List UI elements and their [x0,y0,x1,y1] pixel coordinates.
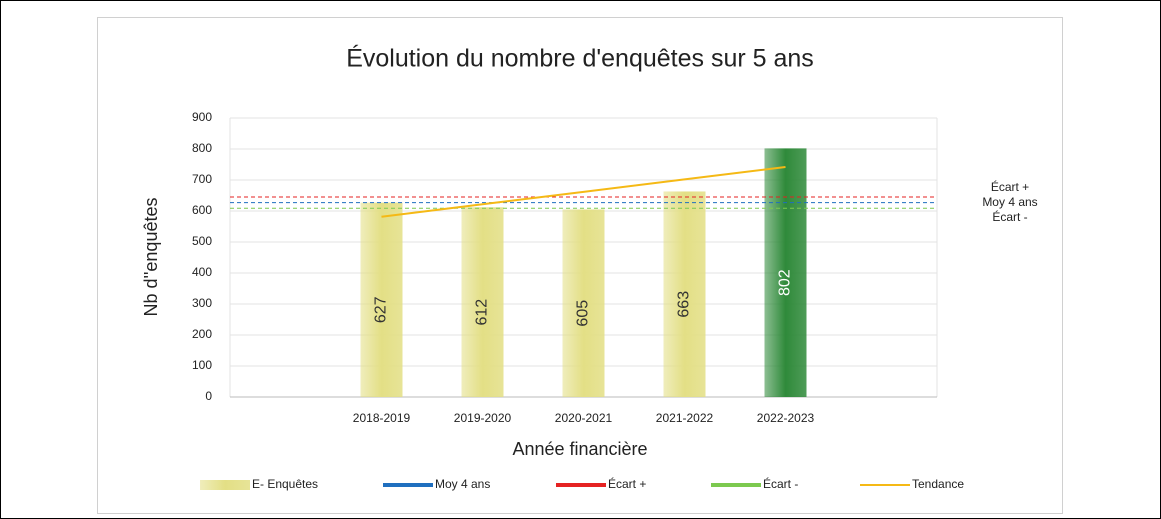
x-tick-label: 2018-2019 [353,411,411,425]
value-label: 802 [777,269,794,296]
y-tick-label: 900 [192,110,212,124]
y-tick-label: 800 [192,141,212,155]
annotation: Moy 4 ans [982,195,1037,209]
value-label: 663 [676,291,693,318]
annotation: Écart + [991,179,1029,194]
x-axis-title: Année financière [512,439,647,459]
chart-title: Évolution du nombre d'enquêtes sur 5 ans [346,44,814,73]
bar [461,207,504,397]
annotation: Écart - [992,209,1027,224]
x-tick-label: 2022-2023 [757,411,815,425]
y-tick-label: 600 [192,203,212,217]
legend-label: E- Enquêtes [252,477,318,491]
bar [562,209,605,397]
trend-line [381,165,786,218]
bar [360,202,403,397]
value-label: 627 [373,296,390,323]
legend-label: Écart - [763,476,798,491]
legend-label: Tendance [912,477,964,491]
bar [764,148,807,397]
y-tick-label: 400 [192,265,212,279]
y-tick-label: 200 [192,327,212,341]
y-tick-label: 300 [192,296,212,310]
x-tick-label: 2020-2021 [555,411,613,425]
legend-label: Écart + [608,476,646,491]
y-tick-label: 0 [205,389,212,403]
legend-label: Moy 4 ans [435,477,490,491]
value-label: 605 [575,300,592,327]
x-tick-label: 2021-2022 [656,411,714,425]
y-tick-label: 100 [192,358,212,372]
x-tick-label: 2019-2020 [454,411,512,425]
y-tick-label: 500 [192,234,212,248]
value-label: 612 [474,299,491,326]
bar [663,191,706,397]
y-tick-label: 700 [192,172,212,186]
legend-swatch [200,480,250,490]
y-axis-title: Nb d''enquêtes [141,198,161,317]
